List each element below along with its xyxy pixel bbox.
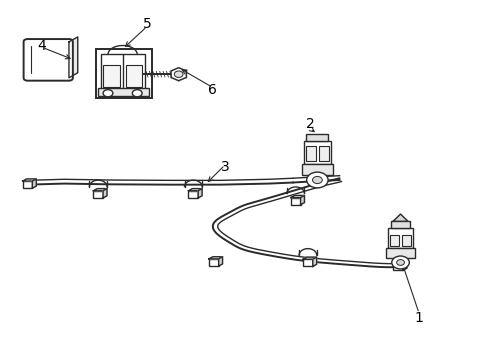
Bar [188,191,198,198]
Bar [392,263,402,270]
Polygon shape [300,195,304,205]
Bar [389,235,398,246]
Polygon shape [290,195,304,198]
Polygon shape [188,189,202,191]
Bar [126,65,142,87]
FancyBboxPatch shape [23,39,73,81]
Circle shape [174,71,183,77]
Bar [22,181,32,188]
Polygon shape [198,189,202,198]
Bar [301,164,332,175]
Text: 5: 5 [142,17,151,31]
Circle shape [391,256,408,269]
Polygon shape [392,214,407,221]
Circle shape [132,90,142,97]
Polygon shape [22,179,36,181]
Polygon shape [303,257,316,259]
Bar [208,259,218,266]
Circle shape [103,90,113,97]
Bar [387,228,412,248]
Bar [101,54,144,90]
Polygon shape [218,257,222,266]
Polygon shape [208,257,222,259]
Polygon shape [171,68,186,81]
Polygon shape [93,189,107,191]
Polygon shape [69,37,78,78]
Polygon shape [32,179,36,188]
Text: 2: 2 [305,117,314,131]
Polygon shape [392,261,406,263]
Polygon shape [402,261,406,270]
Bar [103,65,120,87]
Bar [96,49,152,98]
Bar [304,140,330,164]
Text: 1: 1 [414,311,423,325]
Text: 6: 6 [208,84,217,97]
Bar [303,259,312,266]
Circle shape [306,172,327,188]
Bar [93,191,103,198]
Bar [98,88,149,96]
Circle shape [396,260,404,265]
Polygon shape [103,189,107,198]
Bar [390,221,409,228]
Text: 3: 3 [220,161,229,175]
Bar [318,146,328,161]
Bar [306,134,327,140]
Bar [305,146,316,161]
Text: 4: 4 [38,39,46,53]
Bar [290,198,300,205]
Bar [401,235,410,246]
Circle shape [312,176,322,184]
Polygon shape [312,257,316,266]
Bar [385,248,414,258]
